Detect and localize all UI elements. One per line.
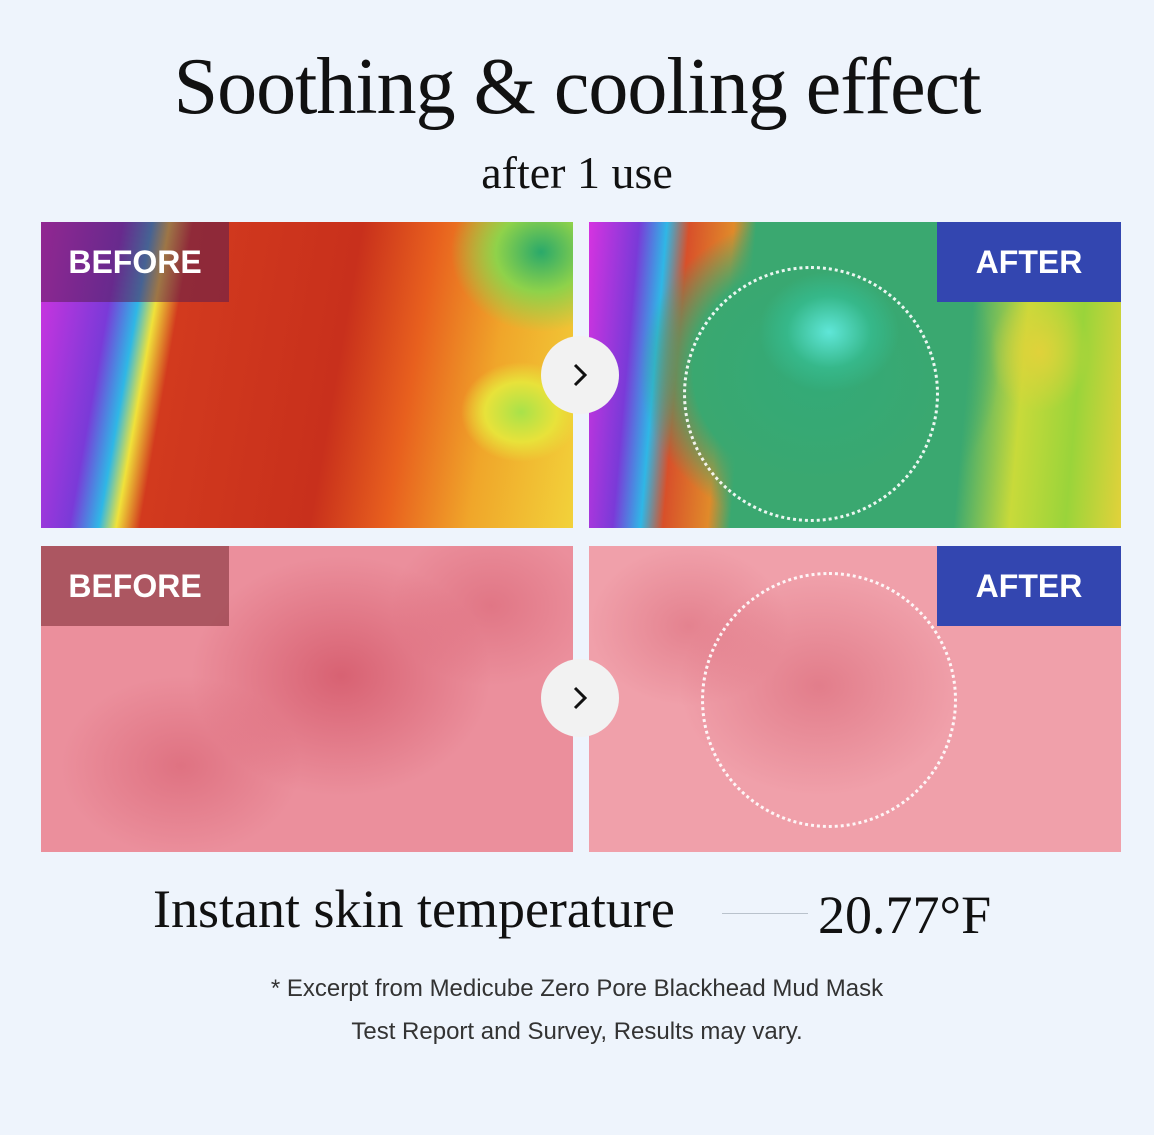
chevron-right-icon bbox=[541, 659, 619, 737]
highlight-circle bbox=[683, 266, 939, 522]
skin-before-image: BEFORE bbox=[41, 546, 573, 852]
page-title: Soothing & cooling effect bbox=[173, 43, 982, 131]
after-badge: AFTER bbox=[937, 222, 1121, 302]
page-subtitle: after 1 use bbox=[481, 147, 673, 198]
after-badge: AFTER bbox=[937, 546, 1121, 626]
thermal-before-image: BEFORE bbox=[41, 222, 573, 528]
divider-line bbox=[722, 913, 808, 914]
chevron-right-icon bbox=[541, 336, 619, 414]
temperature-label: Instant skin temperature bbox=[153, 879, 675, 939]
skin-after-image: AFTER bbox=[589, 546, 1121, 852]
highlight-circle bbox=[701, 572, 957, 828]
footnote-line-1: * Excerpt from Medicube Zero Pore Blackh… bbox=[270, 975, 884, 1002]
before-badge: BEFORE bbox=[41, 546, 229, 626]
temperature-value: 20.77°F bbox=[818, 885, 992, 945]
footnote-line-2: Test Report and Survey, Results may vary… bbox=[351, 1018, 803, 1045]
before-badge: BEFORE bbox=[41, 222, 229, 302]
thermal-after-image: AFTER bbox=[589, 222, 1121, 528]
